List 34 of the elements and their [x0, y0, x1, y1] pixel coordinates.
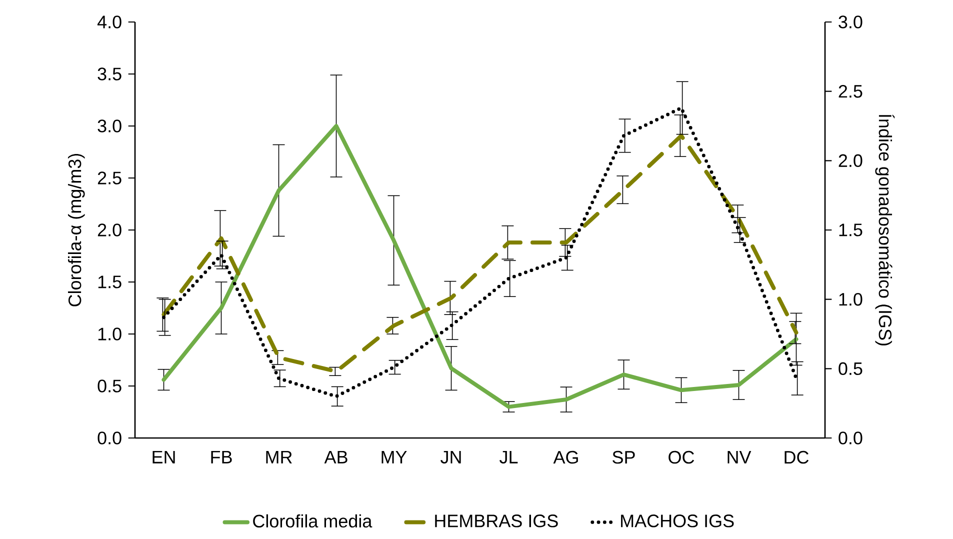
y2-axis-title: Índice gonadosomático (IGS) — [875, 114, 895, 346]
x-tick-label: FB — [211, 450, 232, 464]
y2-tick-label: 0.0 — [838, 432, 862, 444]
y2-tick-label: 3.0 — [838, 16, 862, 28]
y-axis-title: Clorofila-α (mg/m3) — [68, 154, 85, 306]
x-tick-label: JL — [500, 450, 518, 464]
y2-tick-label: 1.0 — [839, 292, 862, 306]
y-tick-label: 3.5 — [98, 68, 122, 80]
legend-label: Clorofila media — [253, 514, 372, 528]
legend-label: HEMBRAS IGS — [435, 514, 558, 528]
x-tick-label: NV — [728, 450, 752, 464]
x-tick-label: EN — [152, 450, 175, 464]
y-tick-label: 0.5 — [98, 380, 122, 392]
y2-tick-label: 2.0 — [838, 154, 862, 168]
y-tick-label: 3.0 — [98, 120, 122, 132]
x-tick-label: MY — [382, 450, 407, 464]
x-tick-label: OC — [668, 450, 694, 464]
y2-tick-label: 0.5 — [838, 362, 862, 376]
y2-tick-label: 2.5 — [838, 84, 862, 98]
x-tick-label: JN — [440, 450, 461, 464]
y-tick-label: 4.0 — [97, 16, 122, 28]
y2-tick-label: 1.5 — [839, 224, 862, 236]
y-tick-label: 2.5 — [98, 172, 122, 184]
y-tick-label: 1.0 — [98, 328, 122, 340]
x-tick-label: DC — [784, 450, 809, 464]
x-tick-label: AG — [553, 450, 578, 464]
y-tick-label: 0.0 — [98, 432, 122, 444]
legend-label: MACHOS IGS — [621, 514, 734, 528]
y-tick-label: 2.0 — [98, 224, 122, 236]
line-series — [162, 134, 798, 374]
x-tick-label: MR — [266, 450, 292, 464]
y-tick-label: 1.5 — [98, 276, 122, 288]
x-tick-label: SP — [612, 450, 635, 464]
x-tick-label: AB — [324, 450, 348, 464]
